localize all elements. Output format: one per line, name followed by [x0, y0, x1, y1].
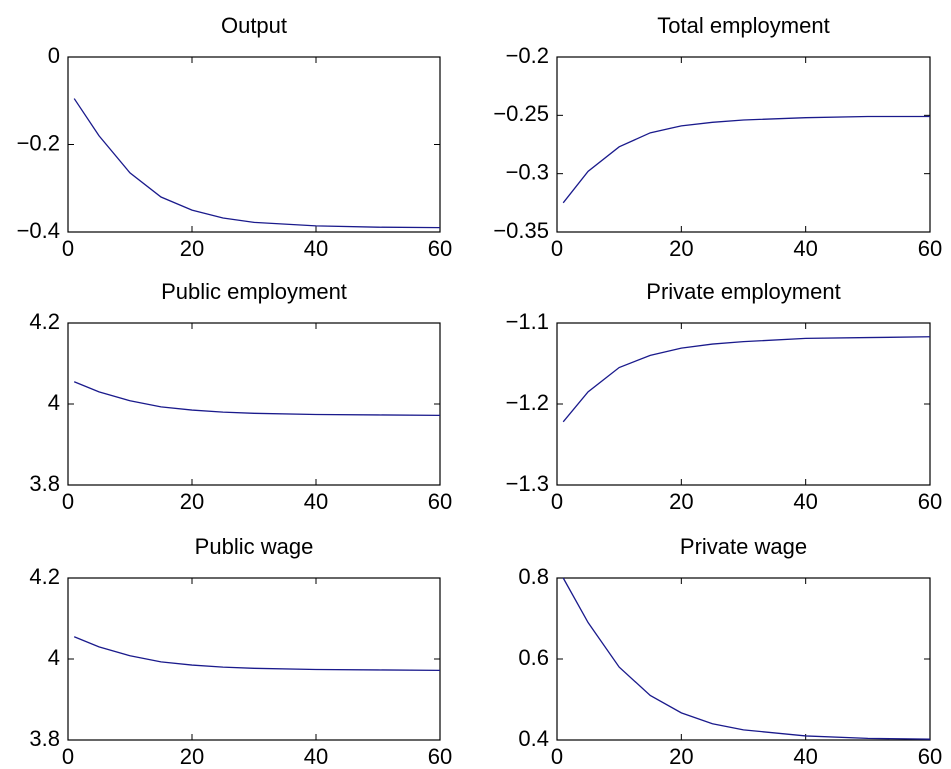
y-tick-label: −0.2	[506, 43, 549, 68]
x-tick-label: 20	[669, 236, 693, 261]
x-tick-label: 40	[793, 489, 817, 514]
y-tick-label: −0.25	[493, 101, 549, 126]
line	[73, 636, 441, 671]
x-tick-label: 0	[551, 489, 563, 514]
x-tick-label: 40	[304, 236, 328, 261]
y-tick-label: 0.8	[518, 564, 549, 589]
y-tick-label: 4.2	[29, 309, 60, 334]
x-tick-label: 20	[669, 489, 693, 514]
line	[562, 577, 931, 740]
y-tick-label: −0.4	[17, 218, 60, 243]
line	[562, 115, 930, 204]
y-tick-label: 0	[48, 43, 60, 68]
subplot-title: Private wage	[680, 534, 807, 559]
x-tick-label: 0	[62, 489, 74, 514]
y-tick-label: −1.3	[506, 471, 549, 496]
x-tick-label: 20	[669, 744, 693, 769]
x-tick-label: 0	[62, 744, 74, 769]
x-tick-label: 40	[304, 489, 328, 514]
subplot-title: Public employment	[161, 279, 347, 304]
x-tick-label: 60	[918, 489, 942, 514]
subplot-title: Total employment	[657, 13, 829, 38]
subplot-title: Public wage	[195, 534, 314, 559]
plot-frame	[67, 322, 441, 486]
x-tick-label: 0	[551, 744, 563, 769]
y-tick-label: 3.8	[29, 726, 60, 751]
plot-frame	[556, 322, 931, 486]
y-tick-label: 4	[48, 390, 60, 415]
subplot-title: Output	[221, 13, 287, 38]
y-tick-label: 4.2	[29, 564, 60, 589]
y-tick-label: −0.3	[506, 159, 549, 184]
plot-frame	[556, 56, 931, 233]
y-tick-label: −0.2	[17, 130, 60, 155]
y-tick-label: 0.4	[518, 726, 549, 751]
x-tick-label: 60	[428, 489, 452, 514]
x-tick-label: 60	[918, 744, 942, 769]
x-tick-label: 40	[793, 744, 817, 769]
line	[73, 381, 441, 416]
y-tick-label: 0.6	[518, 645, 549, 670]
y-tick-label: 4	[48, 645, 60, 670]
x-tick-label: 40	[304, 744, 328, 769]
line	[73, 98, 441, 229]
line	[562, 336, 931, 423]
x-tick-label: 20	[180, 236, 204, 261]
x-tick-label: 20	[180, 489, 204, 514]
y-tick-label: 3.8	[29, 471, 60, 496]
y-tick-label: −1.1	[506, 309, 549, 334]
x-tick-label: 60	[428, 744, 452, 769]
x-tick-label: 0	[551, 236, 563, 261]
subplot-title: Private employment	[646, 279, 840, 304]
x-tick-label: 60	[918, 236, 942, 261]
x-tick-label: 20	[180, 744, 204, 769]
x-tick-label: 40	[793, 236, 817, 261]
x-tick-label: 0	[62, 236, 74, 261]
x-tick-label: 60	[428, 236, 452, 261]
y-tick-label: −1.2	[506, 390, 549, 415]
plot-frame	[67, 577, 441, 741]
plot-frame	[67, 56, 441, 233]
y-tick-label: −0.35	[493, 218, 549, 243]
